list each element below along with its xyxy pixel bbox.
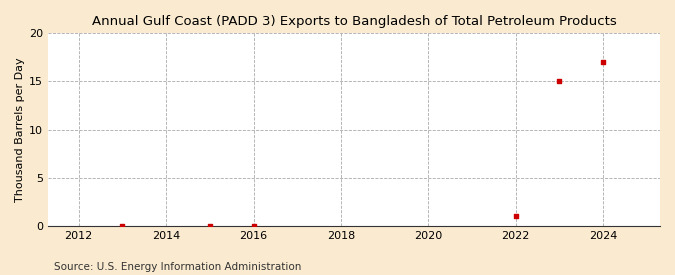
Y-axis label: Thousand Barrels per Day: Thousand Barrels per Day bbox=[15, 57, 25, 202]
Point bbox=[598, 60, 609, 64]
Point bbox=[117, 223, 128, 228]
Point bbox=[554, 79, 565, 84]
Title: Annual Gulf Coast (PADD 3) Exports to Bangladesh of Total Petroleum Products: Annual Gulf Coast (PADD 3) Exports to Ba… bbox=[92, 15, 616, 28]
Point bbox=[205, 223, 215, 228]
Point bbox=[248, 223, 259, 228]
Point bbox=[510, 214, 521, 218]
Text: Source: U.S. Energy Information Administration: Source: U.S. Energy Information Administ… bbox=[54, 262, 301, 272]
